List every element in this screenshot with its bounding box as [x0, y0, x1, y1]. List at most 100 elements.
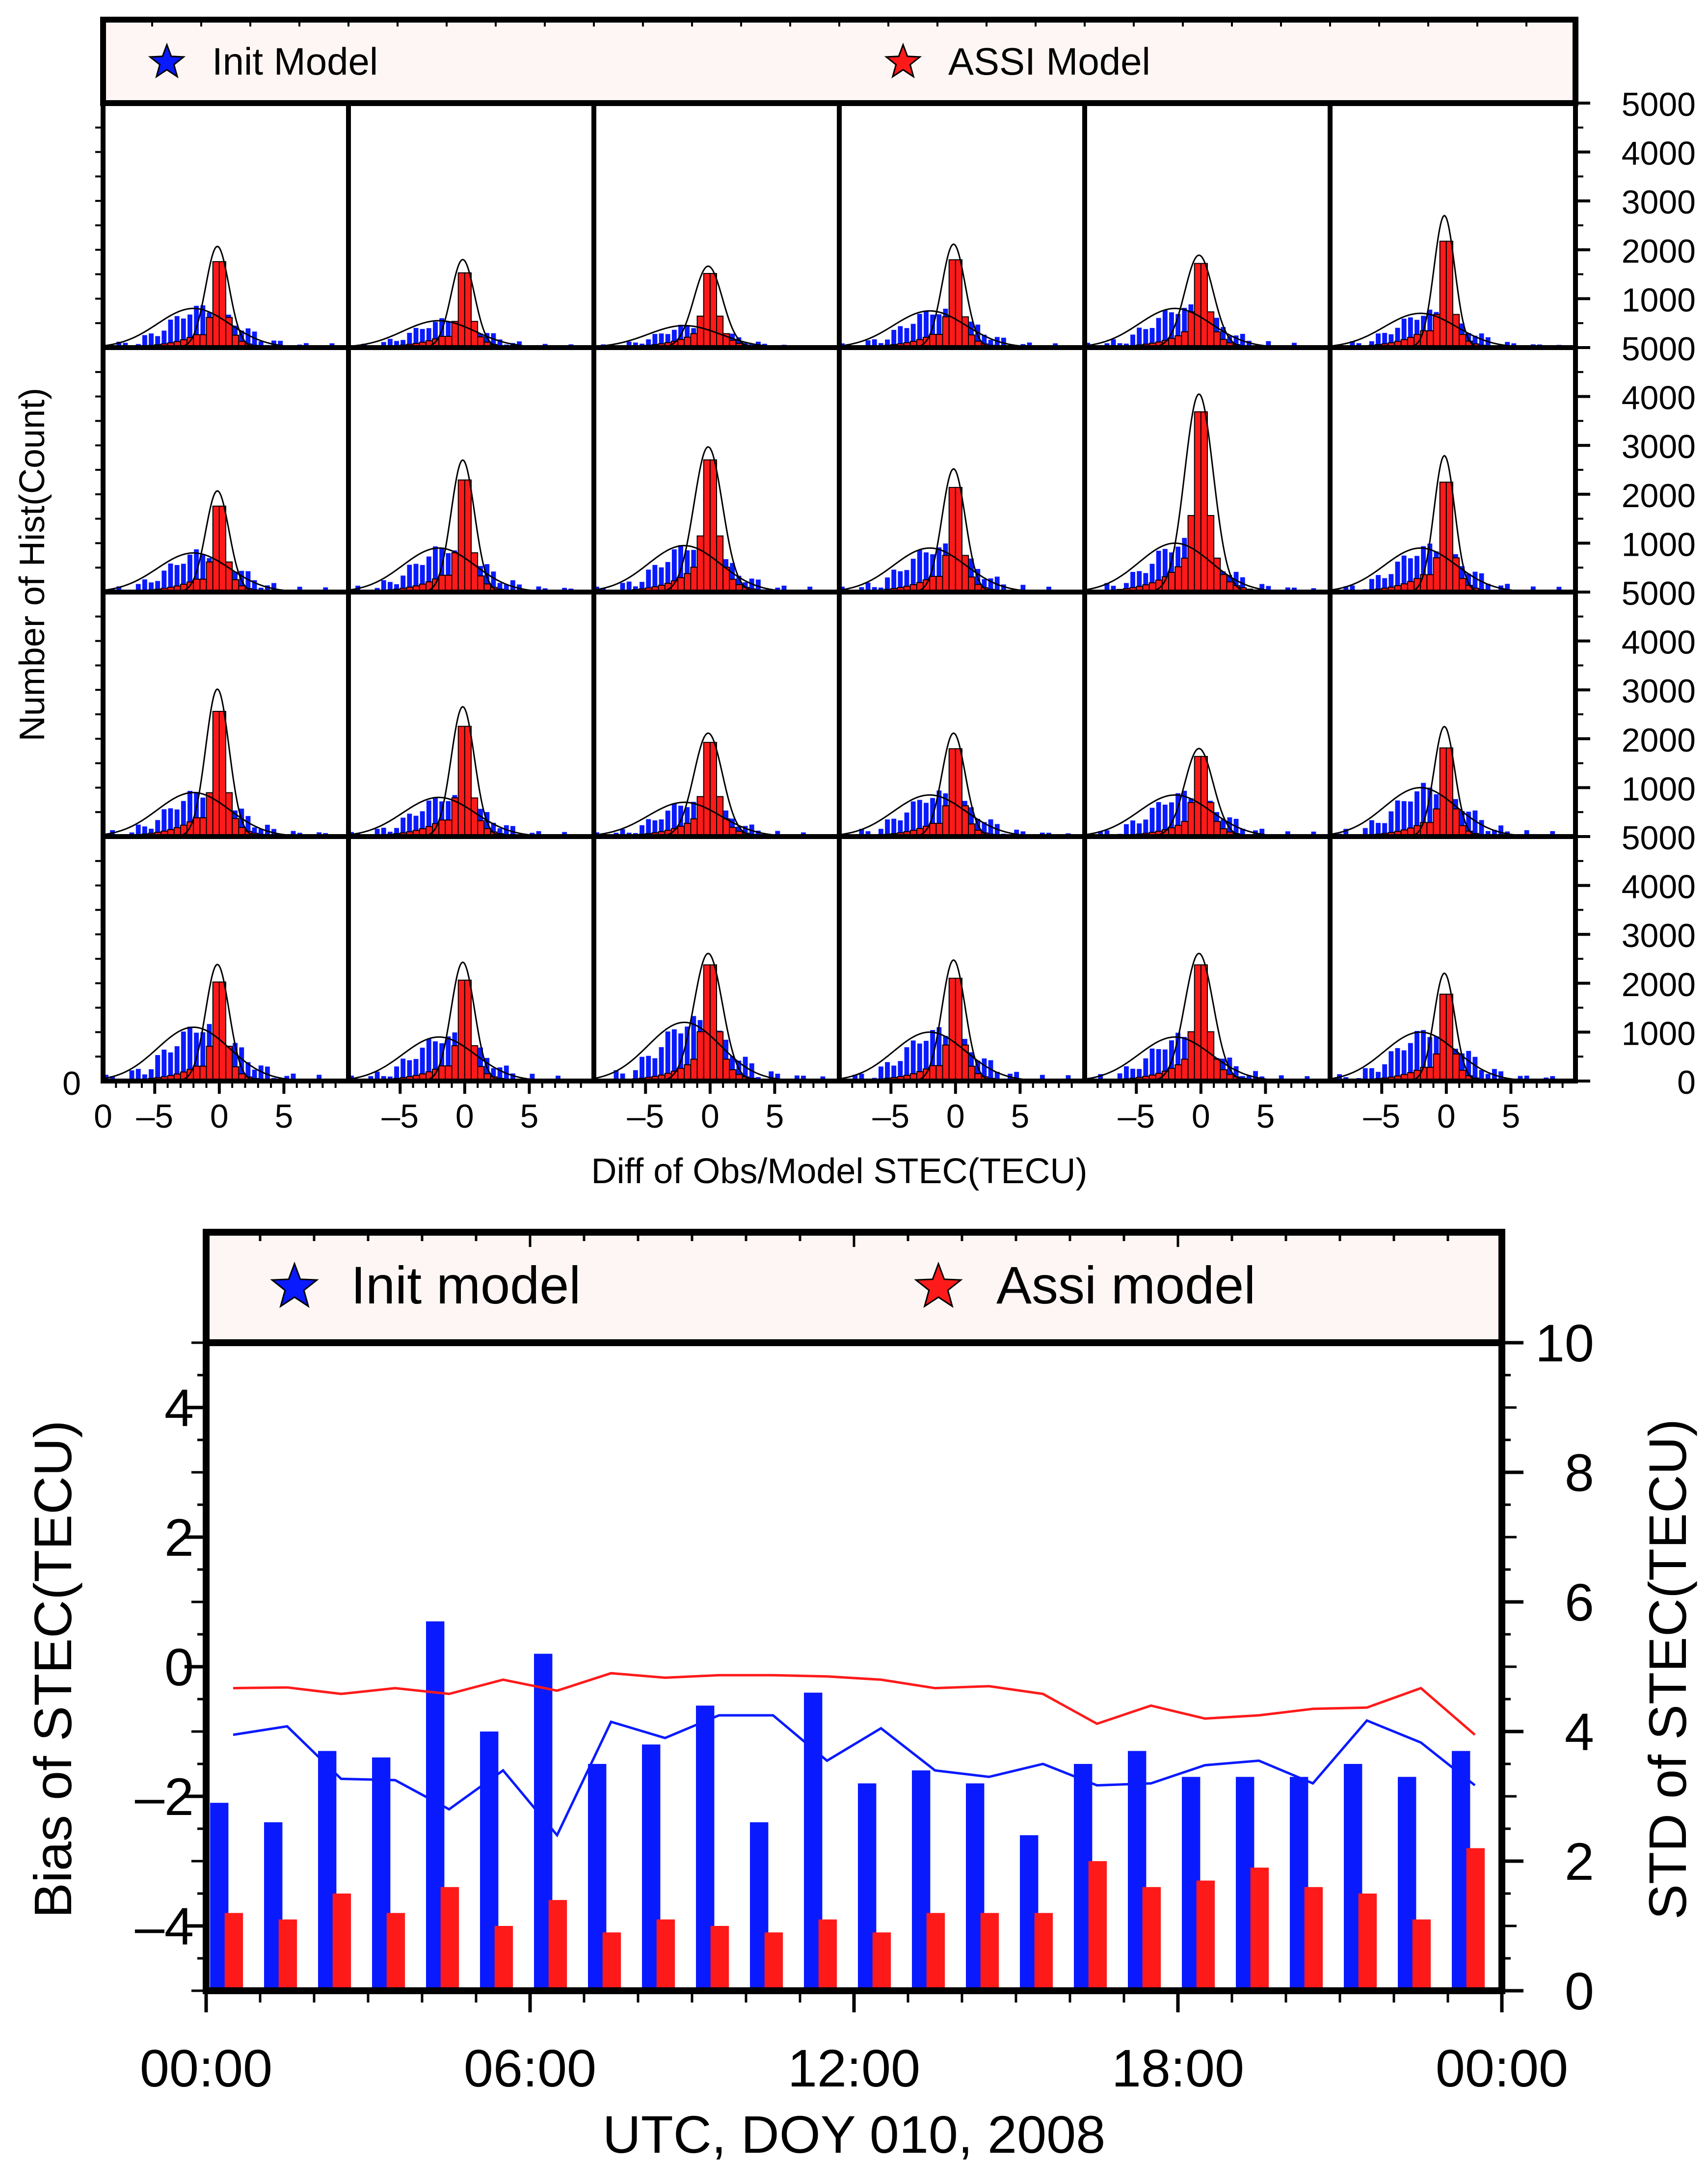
right-tick-label: 8 [1565, 1443, 1594, 1502]
assi-bar [225, 1046, 233, 1082]
std-assi-bar [764, 1932, 783, 1991]
assi-bar [471, 797, 479, 837]
init-bar [1485, 337, 1491, 348]
init-bar [1182, 790, 1187, 837]
init-bar [1233, 1066, 1239, 1081]
init-bar [685, 807, 690, 837]
histogram-grid-chart: Init Model ASSI Model05000400030002000100… [13, 17, 1696, 1191]
init-bar [433, 797, 438, 837]
init-bar [1362, 828, 1368, 837]
init-bar [387, 582, 393, 592]
assi-bar [690, 818, 698, 837]
init-bar [1395, 562, 1400, 592]
init-bar [1175, 314, 1181, 348]
assi-bar [206, 317, 214, 349]
init-bar [859, 829, 864, 837]
assi-bar [703, 459, 711, 593]
init-bar [252, 1069, 257, 1081]
init-bar [1014, 1072, 1019, 1081]
assi-bar [471, 1045, 479, 1082]
histogram-panel [101, 834, 351, 1083]
left-tick-label: 2 [164, 1508, 194, 1567]
init-bar [1550, 831, 1555, 837]
init-bar [898, 571, 903, 592]
init-bar [161, 1049, 167, 1081]
assi-bar [955, 259, 963, 349]
init-bar [1376, 575, 1381, 592]
right-tick-label: 0 [1677, 1064, 1696, 1101]
init-bar [497, 339, 503, 348]
init-bar [936, 790, 942, 837]
init-bar [1524, 830, 1529, 837]
legend-label-init: Init model [351, 1255, 581, 1315]
assi-bar [1220, 574, 1228, 593]
init-bar [626, 341, 632, 348]
init-bar [291, 1073, 296, 1081]
assi-bar [722, 818, 730, 837]
init-bar [1414, 320, 1419, 348]
init-bar [743, 1056, 748, 1081]
init-bar [400, 340, 406, 348]
init-bar [1143, 329, 1148, 348]
assi-bar [1200, 964, 1208, 1082]
y-axis-left-title: Bias of STEC(TECU) [23, 1420, 82, 1918]
init-bar [1427, 309, 1433, 348]
assi-bar [206, 1046, 214, 1082]
init-bar [910, 801, 916, 837]
init-bar [536, 831, 541, 837]
init-bar [994, 824, 1000, 837]
init-bar [781, 585, 787, 592]
init-bar [1388, 1051, 1394, 1081]
init-bar [904, 570, 909, 592]
init-bar [640, 1056, 644, 1081]
init-bar [374, 829, 380, 837]
init-bar [484, 1057, 490, 1081]
assi-bar [1181, 557, 1189, 593]
x-tick-label: 06:00 [464, 2038, 596, 2098]
assi-bar [716, 315, 724, 348]
init-bar [910, 1040, 916, 1081]
init-bar [691, 1016, 696, 1081]
init-bar [504, 584, 509, 592]
init-bar [1123, 824, 1129, 837]
init-bar [155, 336, 160, 348]
init-bar [439, 318, 445, 348]
assi-bar [696, 1031, 704, 1082]
init-bar [633, 1070, 638, 1081]
assi-bar [1213, 557, 1221, 593]
init-bar [671, 549, 677, 592]
right-tick-label: 4000 [1622, 624, 1696, 661]
assi-bar [206, 792, 214, 837]
assi-bar [1426, 330, 1434, 348]
std-assi-bar [602, 1932, 621, 1991]
init-bar [904, 1047, 909, 1081]
init-bar [1485, 831, 1491, 837]
histogram-panel [1082, 345, 1333, 595]
init-bar [1376, 823, 1381, 837]
init-bar [749, 578, 754, 592]
assi-bar [225, 792, 233, 837]
init-bar [685, 1027, 690, 1081]
init-bar [142, 1074, 147, 1081]
assi-bar [1439, 994, 1447, 1082]
assi-bar [1433, 314, 1441, 348]
init-bar [497, 1067, 503, 1081]
assi-bar [1194, 263, 1201, 348]
assi-bar [690, 1058, 698, 1082]
bias-std-chart: Init model Assi model 4 2 0 –2 –4 10 8 6 4 2 0 00:00 0… [23, 1229, 1697, 2164]
init-bar [1253, 1071, 1258, 1081]
init-bar [135, 824, 141, 837]
x-tick-label: 0 [94, 1098, 112, 1135]
init-bar [1233, 571, 1239, 592]
x-tick-label: 0 [455, 1098, 474, 1135]
init-bar [665, 811, 670, 837]
init-bar [1472, 335, 1478, 348]
init-bar [1350, 585, 1355, 592]
assi-bar [1207, 311, 1215, 348]
init-bar [749, 1063, 754, 1081]
assi-bar [1445, 994, 1453, 1082]
right-tick-label: 4000 [1622, 868, 1696, 906]
assi-bar [1187, 802, 1195, 837]
init-bar [161, 330, 167, 348]
